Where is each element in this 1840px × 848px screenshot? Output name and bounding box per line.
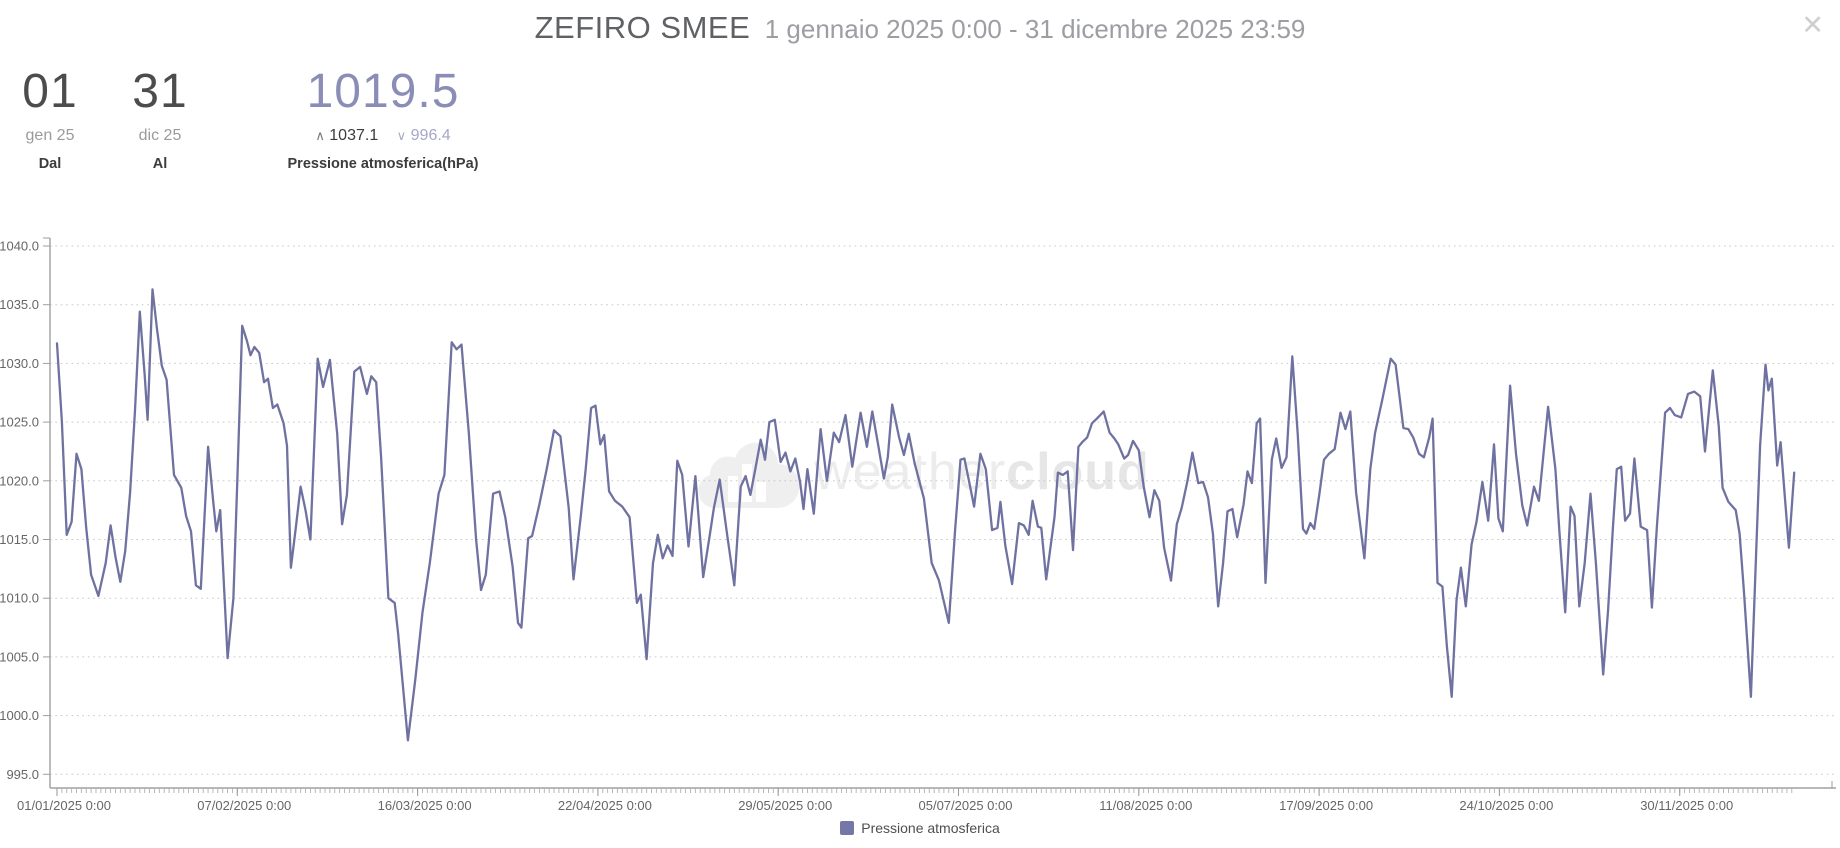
x-axis-label: 11/08/2025 0:00 <box>1099 798 1192 813</box>
close-icon[interactable]: ✕ <box>1801 10 1824 40</box>
from-date-selector[interactable]: 01 gen 25 Dal <box>8 65 92 173</box>
to-day-value: 31 <box>132 65 188 118</box>
min-caret-icon: ∨ <box>396 128 407 143</box>
pressure-mean-value: 1019.5 <box>306 65 460 118</box>
x-axis-label: 29/05/2025 0:00 <box>738 798 832 813</box>
from-day-value: 01 <box>22 65 78 118</box>
y-axis-label: 1035.0 <box>0 297 39 312</box>
y-axis-label: 1030.0 <box>0 356 39 371</box>
pressure-line-chart[interactable]: 1040.0 1035.0 1030.0 1025.0 1020.0 1015.0 1010… <box>0 188 1840 820</box>
x-axis-label: 07/02/2025 0:00 <box>197 798 291 813</box>
x-axis-label: 05/07/2025 0:00 <box>919 798 1013 813</box>
legend-label: Pressione atmosferica <box>861 820 1000 836</box>
station-title: ZEFIRO SMEE <box>534 10 751 45</box>
legend-item-pressione[interactable]: Pressione atmosferica <box>0 820 1840 836</box>
y-axis-label: 1020.0 <box>0 473 39 488</box>
chart-canvas[interactable]: 1040.0 1035.0 1030.0 1025.0 1020.0 1015.0 1010… <box>0 188 1840 820</box>
pressure-series-line[interactable] <box>55 288 1796 742</box>
measure-selector[interactable]: 1019.5 ∧ 1037.1 ∨ 996.4 Pressione atmosf… <box>263 65 503 173</box>
chart-header: ZEFIRO SMEE 1 gennaio 2025 0:00 - 31 dic… <box>0 10 1840 46</box>
to-month-year: dic 25 <box>138 127 182 144</box>
to-label: Al <box>152 156 168 172</box>
date-range-subtitle: 1 gennaio 2025 0:00 - 31 dicembre 2025 2… <box>764 14 1306 44</box>
y-axis-label: 1025.0 <box>0 415 39 430</box>
from-label: Dal <box>38 156 62 172</box>
y-axis-label: 1040.0 <box>0 239 39 254</box>
x-axis-label: 17/09/2025 0:00 <box>1279 798 1373 813</box>
x-axis-label: 22/04/2025 0:00 <box>558 798 652 813</box>
y-axis-label: 1010.0 <box>0 591 39 606</box>
pressure-minmax-row: ∧ 1037.1 ∨ 996.4 <box>263 127 503 147</box>
x-axis-label: 16/03/2025 0:00 <box>378 798 472 813</box>
legend-swatch <box>840 821 855 835</box>
from-month-year: gen 25 <box>25 127 75 144</box>
x-axis-label: 24/10/2025 0:00 <box>1459 798 1553 813</box>
y-axis-label: 1015.0 <box>0 532 39 547</box>
y-axis-label: 1000.0 <box>0 708 39 723</box>
to-date-selector[interactable]: 31 dic 25 Al <box>118 65 202 173</box>
y-axis-label: 995.0 <box>6 767 39 782</box>
max-caret-icon: ∧ <box>315 128 325 143</box>
y-axis-label: 1005.0 <box>0 649 39 664</box>
pressure-max-value: 1037.1 <box>329 127 379 144</box>
x-axis-label: 01/01/2025 0:00 <box>17 798 111 813</box>
measure-label: Pressione atmosferica(hPa) <box>287 156 479 172</box>
x-axis-label: 30/11/2025 0:00 <box>1640 798 1733 813</box>
pressure-min-value: 996.4 <box>410 127 451 144</box>
